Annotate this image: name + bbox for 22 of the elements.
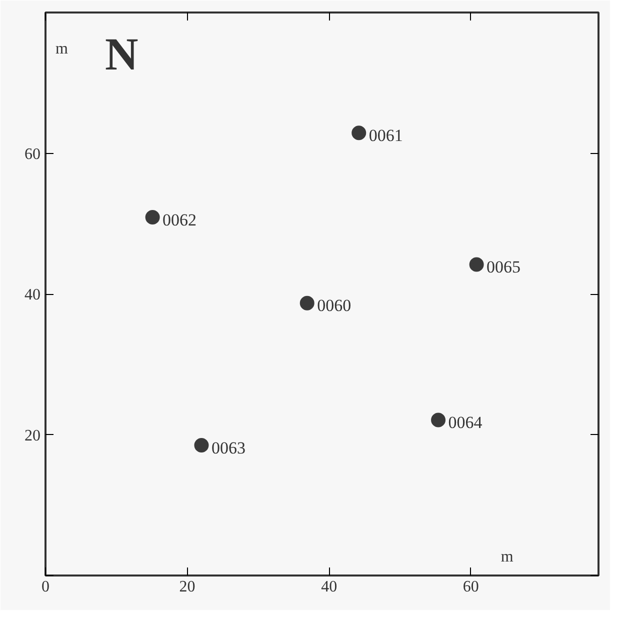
- point: [469, 257, 484, 272]
- annotation: 0062: [162, 210, 197, 230]
- point: [431, 412, 446, 428]
- x-tick-label: 40: [321, 578, 338, 596]
- y-axis-title: m: [56, 40, 68, 58]
- annotation: 0061: [368, 126, 403, 145]
- x-tick-label: 0: [42, 578, 50, 596]
- y-tick-label: 40: [24, 286, 40, 304]
- annotation: 0063: [211, 438, 246, 458]
- y-tick-label: 20: [24, 427, 40, 444]
- annotation: N: [105, 28, 138, 80]
- x-axis-title: m: [500, 548, 514, 566]
- point: [352, 126, 366, 140]
- annotation: 0060: [317, 296, 352, 316]
- point: [194, 438, 209, 453]
- point: [300, 296, 314, 310]
- x-tick-label: 20: [179, 578, 196, 596]
- point: [145, 210, 160, 225]
- y-tick-label: 60: [24, 146, 40, 163]
- annotation: 0065: [486, 257, 521, 276]
- x-tick-label: 60: [462, 578, 479, 596]
- annotation: 0064: [448, 412, 483, 432]
